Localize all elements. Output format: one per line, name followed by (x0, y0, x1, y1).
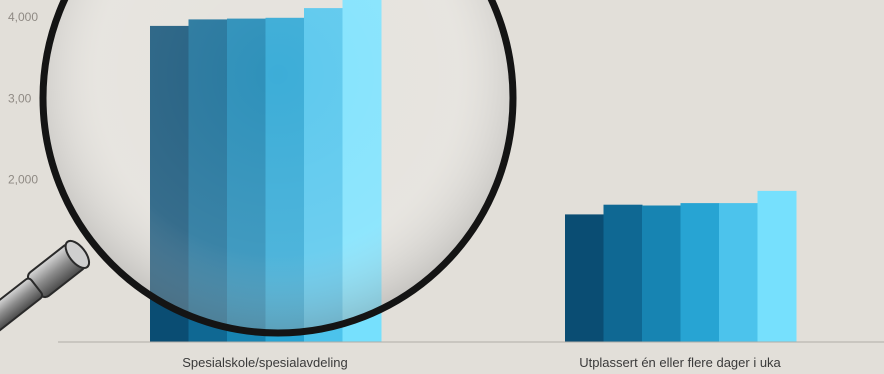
bar (565, 214, 604, 342)
category-label-1: Spesialskole/spesialavdeling (182, 355, 348, 370)
bar (642, 205, 681, 342)
magnifying-glass-icon (0, 0, 517, 357)
y-tick-label: 4,000 (8, 10, 38, 24)
category-label-2: Utplassert én eller flere dager i uka (579, 355, 781, 370)
bar (757, 190, 797, 342)
y-tick-label: 2,000 (8, 173, 38, 187)
y-tick-label: 3,00 (8, 91, 32, 105)
bar (719, 203, 758, 342)
y-axis-ticks: 2,000 3,00 4,000 (8, 10, 38, 187)
bar (680, 203, 720, 342)
bar (603, 204, 643, 342)
